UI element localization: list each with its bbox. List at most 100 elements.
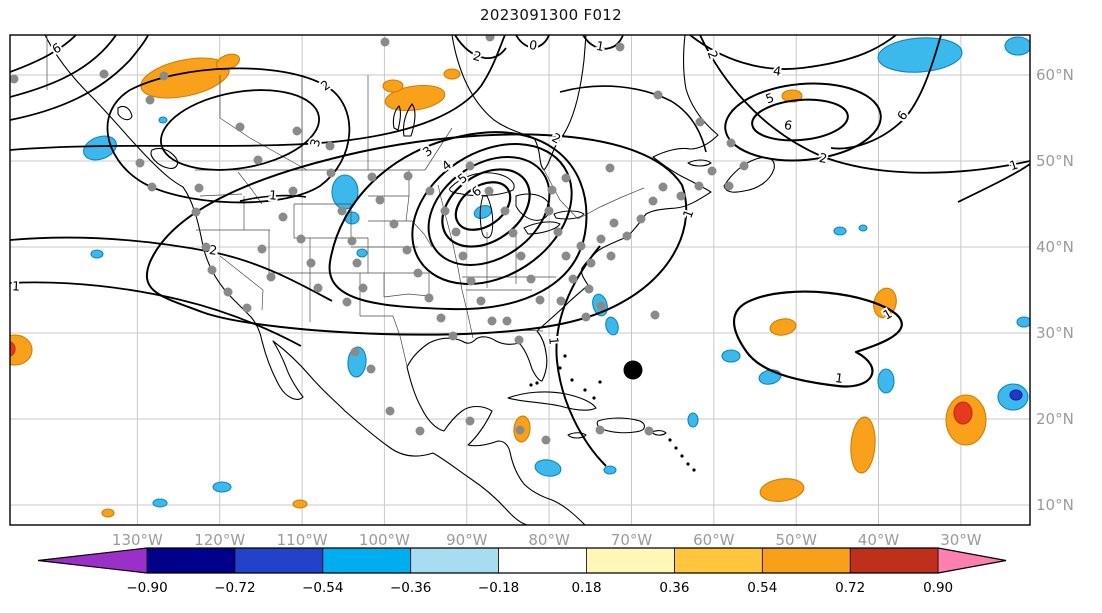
colorbar-segment [410, 548, 499, 573]
contour-label: 1 [268, 187, 277, 203]
shaded-anomaly-region [101, 508, 115, 518]
colorbar-tick-label: −0.36 [390, 580, 431, 596]
contour-label: 1 [546, 336, 562, 345]
lat-tick-label: 40°N [1036, 238, 1074, 256]
station-dot [596, 234, 606, 244]
station-dot [145, 95, 155, 105]
station-dot [739, 161, 749, 171]
colorbar-tick-label: 0.72 [835, 580, 865, 596]
station-dot [622, 231, 632, 241]
station-dot [694, 181, 704, 191]
station-dot [278, 212, 288, 222]
station-dot [347, 236, 357, 246]
station-dot [544, 206, 554, 216]
lon-tick-label: 120°W [194, 531, 245, 549]
coastlines [44, 35, 775, 525]
shaded-anomaly-region [1016, 316, 1030, 328]
shaded-anomaly-region [90, 249, 104, 259]
lat-tick-label: 30°N [1036, 324, 1074, 342]
plot-title: 2023091300 F012 [480, 6, 622, 24]
shaded-anomaly-region [534, 459, 562, 477]
station-dot [266, 272, 276, 282]
contour-label: 3 [307, 137, 324, 149]
station-dot [595, 425, 605, 435]
shaded-anomaly-region [356, 248, 368, 258]
station-dot [207, 265, 217, 275]
shaded-anomaly-region [384, 84, 446, 112]
contour-lines [10, 35, 1030, 467]
contour-label: 2 [471, 48, 483, 65]
contour-label: 1 [595, 38, 605, 54]
station-dot [306, 258, 316, 268]
station-dot [526, 274, 536, 284]
lat-tick-label: 20°N [1036, 410, 1074, 428]
station-dot [191, 207, 201, 217]
station-dot [436, 313, 446, 323]
station-dot [476, 296, 486, 306]
station-dot [358, 283, 368, 293]
state-borders [46, 35, 645, 367]
station-dot [99, 69, 109, 79]
colorbar-tick-label: −0.72 [214, 580, 255, 596]
station-dot [644, 426, 654, 436]
station-dot [367, 172, 377, 182]
colorbar-over-arrow [938, 548, 1006, 573]
station-dot [724, 181, 734, 191]
shaded-anomaly-region [833, 226, 847, 236]
contour-label: 6 [894, 108, 911, 123]
station-dot [596, 301, 606, 311]
colorbar-segment [147, 548, 235, 573]
contour-label: 0 [528, 37, 538, 53]
lon-tick-label: 50°W [775, 531, 817, 549]
shaded-anomaly-region [605, 316, 619, 336]
station-dots [10, 35, 749, 445]
shaded-anomaly-region [781, 89, 803, 103]
station-dot [553, 227, 563, 237]
station-dot [253, 155, 263, 165]
station-dot [515, 425, 525, 435]
colorbar-segment [234, 548, 323, 573]
station-dot [541, 435, 551, 445]
station-dot [257, 244, 267, 254]
lon-tick-label: 100°W [359, 531, 410, 549]
lon-tick-label: 80°W [528, 531, 570, 549]
station-dot [147, 182, 157, 192]
shaded-anomaly-region [877, 37, 963, 73]
shaded-anomaly-region [10, 340, 16, 358]
station-dot [605, 163, 615, 173]
station-dot [576, 241, 586, 251]
station-dot [223, 287, 233, 297]
anomaly-shading [10, 36, 1030, 518]
lon-tick-label: 70°W [611, 531, 653, 549]
station-dot [658, 182, 668, 192]
station-dot [487, 316, 497, 326]
station-dot [425, 186, 435, 196]
shaded-anomaly-region [603, 465, 617, 475]
station-dot [650, 310, 660, 320]
contour-label: 5 [763, 90, 776, 107]
axis-tick-labels: 130°W 120°W 110°W 100°W 90°W 80°W 70°W 60°W 50°W… [112, 66, 1074, 549]
station-dot [201, 242, 211, 252]
shaded-anomaly-region [152, 498, 168, 508]
lat-tick-label: 50°N [1036, 152, 1074, 170]
contour-label: 5 [455, 170, 471, 187]
shaded-anomaly-region [1009, 389, 1023, 401]
station-dot [514, 335, 524, 345]
colorbar-segment [762, 548, 851, 573]
station-dot [194, 183, 204, 193]
station-dot [350, 347, 360, 357]
shaded-anomaly-region [877, 368, 895, 394]
colorbar-segment [322, 548, 411, 573]
lon-tick-label: 60°W [693, 531, 735, 549]
station-dot [380, 37, 390, 47]
shaded-anomaly-region [858, 224, 868, 232]
colorbar-under-arrow [38, 548, 147, 573]
station-dot [342, 297, 352, 307]
station-dot [726, 138, 736, 148]
shaded-anomaly-region [10, 334, 33, 366]
shaded-anomaly-region [1004, 36, 1030, 56]
station-dot [707, 166, 717, 176]
lat-tick-label: 60°N [1036, 66, 1074, 84]
shaded-anomaly-region [721, 349, 741, 363]
